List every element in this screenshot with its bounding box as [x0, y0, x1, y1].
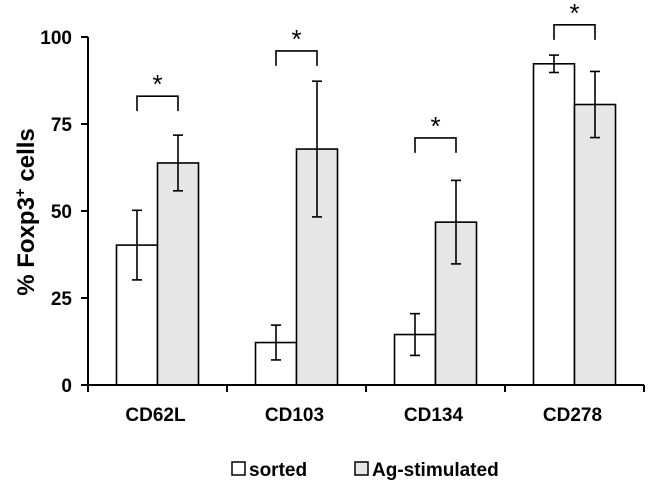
bar-CD62L-Ag-stimulated [156, 162, 200, 386]
legend-swatch-sorted [231, 461, 246, 476]
significance-bracket [275, 50, 318, 66]
y-tick-label: 25 [51, 289, 73, 310]
bars [115, 54, 617, 386]
legend-label-Ag-stimulated: Ag-stimulated [372, 460, 499, 481]
legend-label-sorted: sorted [249, 460, 307, 481]
x-category-labels: CD62L CD103 CD134 CD278 [125, 405, 602, 426]
significance-star: * [152, 69, 162, 99]
x-category-label: CD278 [543, 405, 602, 426]
significance-star: * [569, 0, 579, 28]
significance-bracket [553, 24, 596, 40]
significance-bracket [136, 95, 179, 112]
significance-bracket [414, 137, 457, 153]
y-tick-label: 75 [51, 115, 73, 136]
y-axis-label-suffix: cells [13, 128, 40, 188]
significance-star: * [291, 24, 301, 54]
legend-swatch-Ag-stimulated [354, 461, 369, 476]
bar-CD278-sorted [532, 62, 576, 386]
significance-star: * [430, 111, 440, 141]
y-ticks: 0 25 50 75 100 [40, 28, 645, 397]
y-axis-label: % Foxp3+ cells [12, 128, 40, 296]
bar-CD278-Ag-stimulated [573, 103, 617, 386]
y-axis-label-main: % Foxp3 [13, 197, 40, 296]
y-axis-label-superscript: + [12, 188, 29, 197]
significance-markers: * * * * [136, 0, 596, 153]
y-tick-label: 0 [61, 376, 72, 397]
y-tick-label: 100 [40, 28, 72, 49]
y-tick-label: 50 [51, 202, 72, 223]
x-category-label: CD62L [125, 405, 186, 426]
x-category-label: CD103 [265, 405, 324, 426]
legend: sorted Ag-stimulated [231, 460, 499, 481]
x-category-label: CD134 [404, 405, 464, 426]
